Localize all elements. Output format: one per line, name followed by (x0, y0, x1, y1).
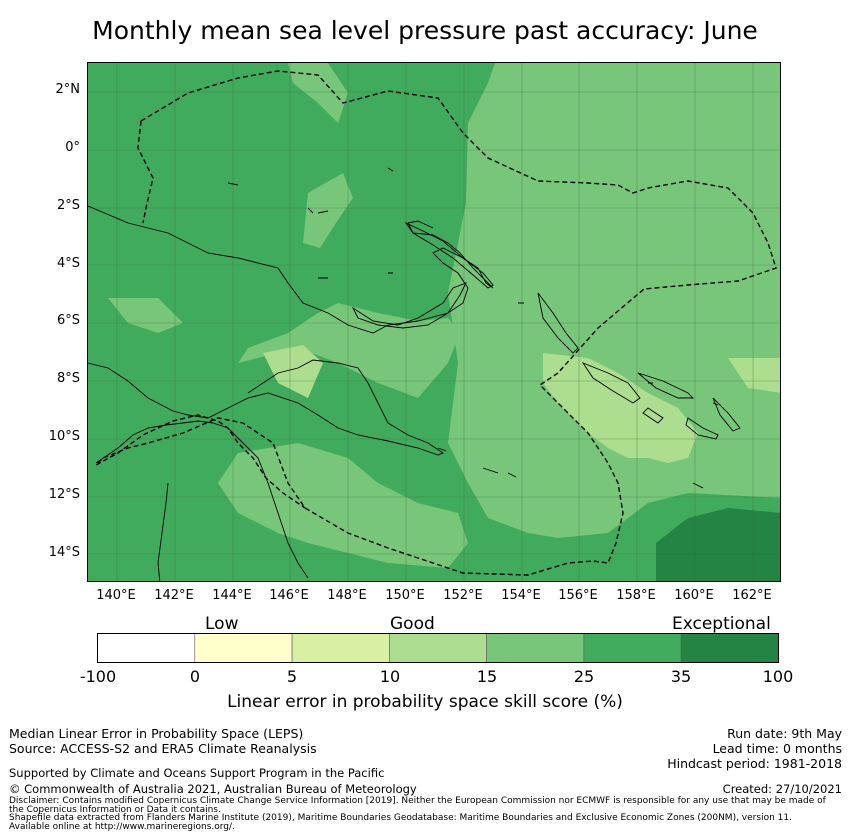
skill-region-15-25-patch (303, 173, 353, 248)
colorbar-bin-35-100 (680, 633, 779, 663)
footer-shapefile-line1: Shapefile data extracted from Flanders M… (9, 813, 792, 823)
colorbar-tick-100: 100 (762, 667, 794, 686)
lon-label-156e: 156°E (558, 588, 598, 603)
lon-label-142e: 142°E (154, 588, 194, 603)
footer-disclaimer-line1: Disclaimer: Contains modified Copernicus… (9, 796, 826, 806)
island-fragments (227, 167, 719, 489)
lat-label-2s: 2°S (56, 198, 80, 213)
footer-shapefile-line2: Available online at http://www.marinereg… (9, 822, 235, 832)
skill-region-10-15-east (728, 358, 780, 393)
skill-map-canvas (88, 63, 780, 581)
coastlines (88, 167, 741, 581)
skill-region-15-25-central (238, 303, 460, 398)
lon-label-158e: 158°E (616, 588, 656, 603)
footer-hindcast-period: Hindcast period: 1981-2018 (667, 756, 842, 771)
colorbar-tick-25: 25 (573, 667, 595, 686)
skill-region-10-15 (543, 353, 698, 463)
footer-method: Median Linear Error in Probability Space… (9, 726, 304, 741)
lat-label-10s: 10°S (48, 429, 80, 444)
category-label-low: Low (205, 614, 239, 634)
skill-map (87, 62, 781, 582)
new-guinea-coast (88, 205, 494, 456)
colorbar-bin-0-5 (194, 633, 293, 663)
footer-support: Supported by Climate and Oceans Support … (9, 766, 385, 780)
solomons-coast (581, 362, 741, 440)
lat-label-14s: 14°S (48, 545, 80, 560)
colorbar-bin-15-25 (486, 633, 585, 663)
new-britain-coast (351, 282, 467, 329)
lat-label-8s: 8°S (56, 371, 80, 386)
footer-disclaimer-line2: the Copernicus Information or Data it co… (9, 805, 221, 815)
category-label-good: Good (390, 614, 435, 634)
lon-label-152e: 152°E (443, 588, 483, 603)
lon-label-154e: 154°E (501, 588, 541, 603)
colorbar-bin-10-15 (389, 633, 487, 663)
lon-label-160e: 160°E (674, 588, 714, 603)
footer-copyright: © Commonwealth of Australia 2021, Austra… (9, 782, 417, 796)
lat-label-0: 0° (65, 140, 80, 155)
skill-region-35-100 (656, 508, 780, 581)
lat-label-12s: 12°S (48, 487, 80, 502)
lat-label-6s: 6°S (56, 313, 80, 328)
bougainville-coast (537, 292, 579, 354)
lon-label-146e: 146°E (269, 588, 309, 603)
colorbar-tick-10: 10 (379, 667, 401, 686)
footer-source: Source: ACCESS-S2 and ERA5 Climate Reana… (9, 741, 317, 756)
skill-region-15-25-east (448, 63, 780, 538)
colorbar-tick-15: 15 (476, 667, 498, 686)
lon-label-148e: 148°E (327, 588, 367, 603)
colorbar-tick-minus100: -100 (79, 667, 117, 686)
colorbar-tick-5: 5 (286, 667, 298, 686)
colorbar (97, 633, 779, 663)
lon-label-144e: 144°E (212, 588, 252, 603)
colorbar-label: Linear error in probability space skill … (227, 692, 623, 712)
category-label-exceptional: Exceptional (672, 614, 771, 634)
eez-boundary (95, 70, 777, 576)
map-title: Monthly mean sea level pressure past acc… (92, 16, 758, 45)
colorbar-tick-35: 35 (670, 667, 692, 686)
australia-coast (95, 420, 309, 581)
colorbar-bin-5-10 (291, 633, 390, 663)
skill-region-15-25-south (218, 443, 468, 568)
lon-label-140e: 140°E (96, 588, 136, 603)
lon-label-150e: 150°E (385, 588, 425, 603)
colorbar-bin--100-0 (97, 633, 196, 663)
colorbar-bin-25-35 (583, 633, 682, 663)
lat-label-4s: 4°S (56, 256, 80, 271)
skill-region-15-25-west (108, 298, 183, 333)
skill-region-15-25-north (288, 63, 348, 123)
new-ireland-coast (404, 221, 494, 289)
lon-label-162e: 162°E (732, 588, 772, 603)
footer-created-date: Created: 27/10/2021 (722, 782, 842, 796)
lat-label-2n: 2°N (55, 82, 81, 97)
footer-run-date: Run date: 9th May (727, 726, 842, 741)
colorbar-tick-0: 0 (189, 667, 201, 686)
footer-lead-time: Lead time: 0 months (712, 741, 842, 756)
skill-region-10-15-west (263, 345, 323, 398)
